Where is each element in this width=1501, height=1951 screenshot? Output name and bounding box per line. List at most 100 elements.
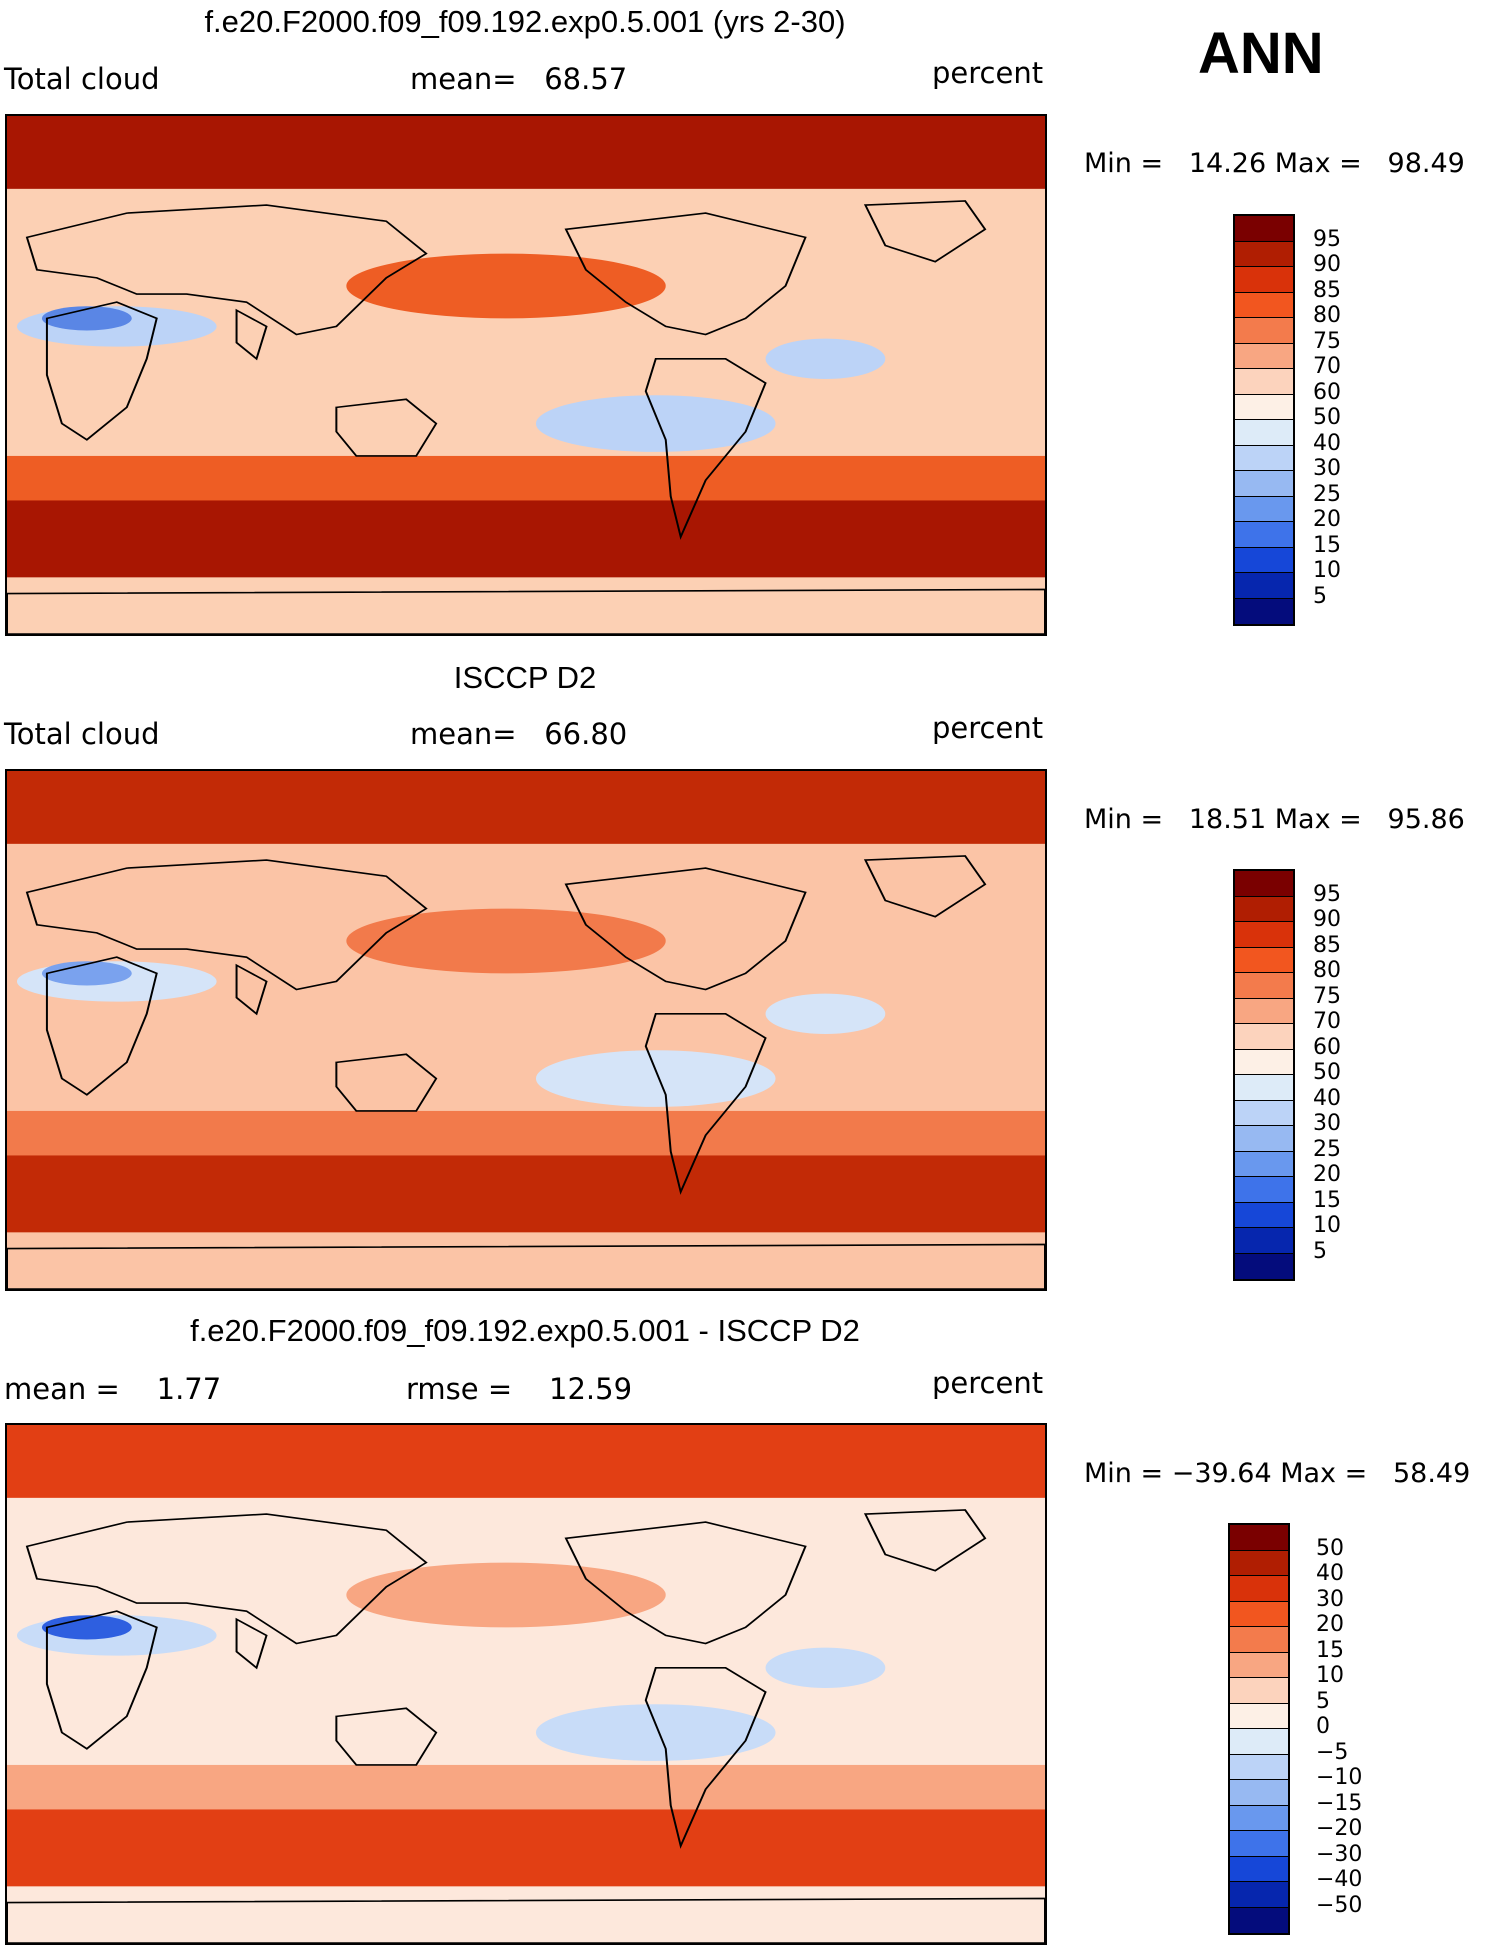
colorbar-tick-label: 20 — [1316, 1612, 1344, 1637]
panel-2-map — [5, 769, 1047, 1291]
pacific-cloud-region — [346, 1562, 666, 1628]
colorbar-segment — [1235, 522, 1293, 548]
colorbar-tick-label: 5 — [1316, 1688, 1330, 1714]
colorbar-segment — [1230, 1601, 1288, 1627]
colorbar-tick-label: 0 — [1316, 1714, 1330, 1739]
colorbar-tick-label: 60 — [1313, 1034, 1341, 1060]
southern-cloud-band — [7, 496, 1045, 578]
continent-outline — [335, 1053, 438, 1112]
colorbar-segment — [1230, 1780, 1288, 1806]
colorbar-segment — [1230, 1882, 1288, 1908]
colorbar-segment — [1235, 241, 1293, 267]
colorbar-tick-label: 95 — [1313, 881, 1341, 907]
colorbar-tick-label: 5 — [1313, 1238, 1327, 1264]
panel-2-minmax: Min = 18.51 Max = 95.86 — [1084, 804, 1465, 835]
colorbar-segment — [1235, 947, 1293, 973]
continent-outline — [7, 1897, 1045, 1943]
colorbar-segment — [1235, 318, 1293, 344]
colorbar-segment — [1235, 292, 1293, 318]
panel-2-colorbar — [1233, 869, 1295, 1281]
colorbar-segment — [1230, 1831, 1288, 1857]
colorbar-tick-label: 30 — [1313, 456, 1341, 481]
colorbar-segment — [1235, 573, 1293, 599]
panel-3-colorbar-labels: 50 40 30 20 15 10 5 0 −5 −10 −15 −20 −30 −40 −50 — [1316, 1523, 1406, 1935]
colorbar-segment — [1230, 1907, 1288, 1933]
colorbar-tick-label: −10 — [1316, 1765, 1363, 1790]
season-label: ANN — [1198, 21, 1324, 86]
panel-3-title: f.e20.F2000.f09_f09.192.exp0.5.001 - ISC… — [190, 1313, 860, 1348]
colorbar-segment — [1230, 1678, 1288, 1704]
colorbar-tick-label: 30 — [1313, 1111, 1341, 1136]
continent-outline — [644, 1667, 767, 1849]
panel-1-minmax: Min = 14.26 Max = 98.49 — [1084, 148, 1465, 179]
colorbar-tick-label: 90 — [1313, 252, 1341, 277]
continent-outline — [45, 301, 158, 441]
colorbar-tick-label: −50 — [1316, 1892, 1363, 1918]
colorbar-tick-label: 10 — [1313, 1213, 1341, 1238]
colorbar-tick-label: 80 — [1313, 958, 1341, 983]
midlatitude-band — [7, 1764, 1045, 1810]
colorbar-segment — [1230, 1703, 1288, 1729]
continent-outline — [863, 200, 987, 263]
colorbar-segment — [1235, 1253, 1293, 1279]
colorbar-segment — [1235, 1100, 1293, 1126]
colorbar-tick-label: 15 — [1313, 1187, 1341, 1213]
continent-outline — [45, 1610, 158, 1750]
colorbar-tick-label: 40 — [1313, 430, 1341, 456]
colorbar-tick-label: −5 — [1316, 1739, 1349, 1765]
continent-outline — [235, 308, 268, 361]
continent-outline — [564, 1521, 807, 1645]
colorbar-tick-label: 10 — [1316, 1663, 1344, 1688]
panel-2-colorbar-labels: 95 90 85 80 75 70 60 50 40 30 25 20 15 10 5 — [1313, 869, 1393, 1281]
colorbar-tick-label: 20 — [1313, 1162, 1341, 1187]
colorbar-segment — [1235, 369, 1293, 395]
panel-1-mean-label: mean= 68.57 — [410, 62, 628, 96]
panel-3-units-label: percent — [932, 1366, 1044, 1400]
colorbar-tick-label: 90 — [1313, 907, 1341, 932]
colorbar-tick-label: 10 — [1313, 558, 1341, 583]
colorbar-tick-label: 40 — [1316, 1561, 1344, 1586]
continent-outline — [7, 588, 1045, 634]
panel-1-units-label: percent — [932, 56, 1044, 90]
southern-cloud-band — [7, 1805, 1045, 1887]
colorbar-segment — [1235, 1228, 1293, 1254]
colorbar-tick-label: 70 — [1313, 354, 1341, 379]
colorbar-segment — [1235, 216, 1293, 242]
colorbar-segment — [1235, 496, 1293, 522]
panel-3-map — [5, 1423, 1047, 1945]
colorbar-segment — [1230, 1652, 1288, 1678]
panel-2-mean-label: mean= 66.80 — [410, 717, 628, 751]
continent-outline — [863, 1509, 987, 1572]
panel-2-units-label: percent — [932, 711, 1044, 745]
colorbar-tick-label: 20 — [1313, 507, 1341, 532]
atlantic-clear-region — [765, 1647, 886, 1689]
colorbar-segment — [1230, 1754, 1288, 1780]
colorbar-segment — [1235, 547, 1293, 573]
colorbar-tick-label: 5 — [1313, 583, 1327, 609]
continent-outline — [25, 204, 428, 336]
continent-outline — [335, 398, 438, 457]
colorbar-segment — [1235, 922, 1293, 948]
continent-outline — [863, 855, 987, 918]
clearest-region — [41, 306, 132, 331]
colorbar-tick-label: 40 — [1313, 1085, 1341, 1111]
colorbar-segment — [1230, 1525, 1288, 1551]
colorbar-tick-label: 30 — [1316, 1586, 1344, 1612]
colorbar-segment — [1230, 1856, 1288, 1882]
colorbar-segment — [1235, 394, 1293, 420]
colorbar-segment — [1230, 1627, 1288, 1653]
southeast-pacific-region — [535, 1050, 776, 1107]
colorbar-segment — [1235, 871, 1293, 897]
colorbar-tick-label: 15 — [1316, 1637, 1344, 1663]
colorbar-segment — [1235, 1049, 1293, 1075]
colorbar-segment — [1235, 598, 1293, 624]
southeast-pacific-region — [535, 395, 776, 452]
pacific-cloud-region — [346, 253, 666, 319]
colorbar-segment — [1235, 1151, 1293, 1177]
colorbar-segment — [1235, 445, 1293, 471]
southern-cloud-band — [7, 1151, 1045, 1233]
continent-outline — [335, 1707, 438, 1766]
northern-cloud-band — [7, 116, 1045, 189]
colorbar-segment — [1235, 1202, 1293, 1228]
colorbar-segment — [1235, 896, 1293, 922]
